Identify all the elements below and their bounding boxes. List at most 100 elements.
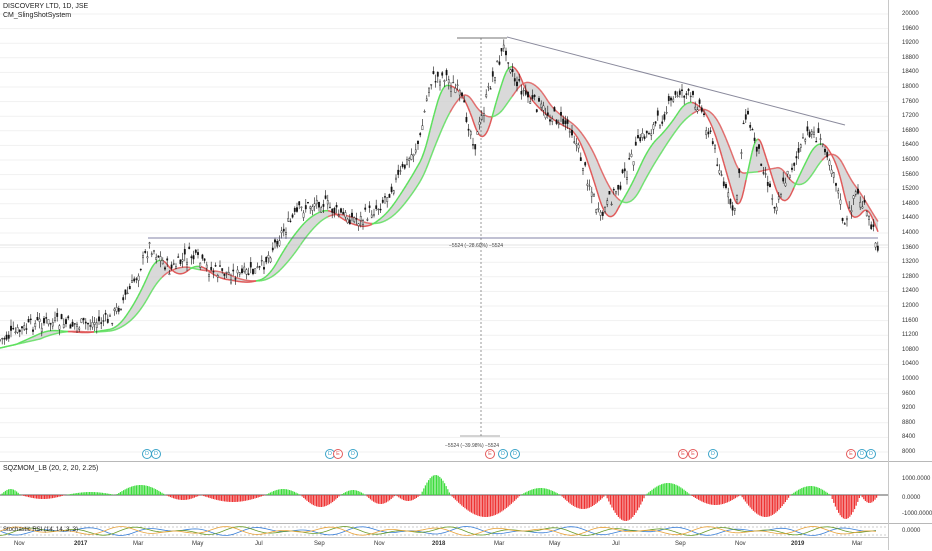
momentum-bar: [836, 495, 837, 510]
earnings-marker[interactable]: E: [485, 449, 495, 459]
momentum-bar: [261, 495, 262, 496]
momentum-bar: [238, 495, 239, 502]
candle-body: [244, 267, 245, 272]
time-axis-tick: Jul: [255, 541, 263, 547]
candle-body: [310, 207, 311, 209]
momentum-bar: [824, 491, 825, 495]
candle-body: [448, 80, 449, 83]
momentum-bar: [100, 493, 101, 495]
squeeze-momentum-canvas[interactable]: [0, 462, 888, 524]
candle-body: [510, 70, 511, 73]
momentum-bar: [531, 490, 532, 495]
momentum-bar: [840, 495, 841, 515]
candle-body: [580, 158, 581, 161]
momentum-bar: [305, 495, 306, 499]
momentum-bar: [406, 495, 407, 501]
candle-body: [312, 207, 313, 211]
candle-body: [206, 265, 207, 268]
momentum-bar: [425, 485, 426, 495]
earnings-marker[interactable]: E: [678, 449, 688, 459]
candle-body: [805, 140, 806, 142]
earnings-marker[interactable]: E: [846, 449, 856, 459]
momentum-bar: [546, 489, 547, 495]
momentum-bar: [809, 486, 810, 495]
slow-ema-segment: [118, 328, 120, 329]
price-chart-pane[interactable]: DISCOVERY LTD, 1D, JSE CM_SlingShotSyste…: [0, 0, 932, 461]
price-axis-tick: 10800: [902, 347, 919, 353]
momentum-bar: [384, 495, 385, 503]
momentum-bar: [552, 491, 553, 495]
candle-body: [679, 91, 680, 95]
candle-body: [263, 267, 264, 269]
squeeze-momentum-label[interactable]: SQZMOM_LB (20, 2, 20, 2.25): [3, 465, 98, 472]
momentum-bar: [586, 495, 587, 509]
earnings-marker[interactable]: E: [333, 449, 343, 459]
fast-ema-segment: [204, 268, 206, 269]
candle-body: [666, 112, 667, 113]
momentum-bar: [458, 495, 459, 503]
momentum-bar: [812, 486, 813, 495]
squeeze-momentum-pane[interactable]: SQZMOM_LB (20, 2, 20, 2.25): [0, 461, 932, 524]
momentum-bar: [291, 491, 292, 495]
momentum-bar: [733, 495, 734, 499]
candle-body: [798, 148, 799, 152]
momentum-bar: [579, 495, 580, 509]
stochastic-rsi-canvas[interactable]: [0, 524, 888, 538]
dividend-marker[interactable]: D: [708, 449, 718, 459]
indicator-label[interactable]: CM_SlingShotSystem: [3, 12, 71, 19]
price-axis-tick: 11600: [902, 318, 918, 324]
dividend-marker[interactable]: D: [151, 449, 161, 459]
candle-body: [32, 330, 33, 332]
time-axis-tick: Sep: [675, 541, 686, 547]
candle-body: [728, 193, 729, 197]
candle-body: [373, 214, 374, 215]
dividend-marker[interactable]: D: [510, 449, 520, 459]
candle-body: [367, 220, 368, 221]
candle-body: [631, 154, 632, 157]
price-axis-tick: 14800: [902, 201, 919, 207]
candle-body: [347, 219, 348, 223]
momentum-bar: [692, 495, 693, 496]
momentum-bar: [856, 495, 857, 506]
stochastic-rsi-label[interactable]: Stochastic RSI (14, 14, 3, 3): [3, 527, 78, 533]
symbol-title[interactable]: DISCOVERY LTD, 1D, JSE: [3, 3, 88, 10]
dividend-marker[interactable]: D: [348, 449, 358, 459]
candle-body: [741, 153, 742, 154]
dividend-marker[interactable]: D: [498, 449, 508, 459]
fast-ema-segment: [818, 144, 820, 145]
candle-body: [802, 137, 803, 138]
candle-body: [398, 170, 399, 175]
fast-ema-segment: [30, 337, 32, 338]
momentum-bar: [5, 491, 6, 495]
candle-body: [411, 155, 412, 160]
candle-body: [699, 100, 700, 104]
momentum-bar: [227, 495, 228, 502]
momentum-bar: [213, 495, 214, 499]
momentum-bar: [203, 495, 204, 496]
fast-ema-segment: [42, 332, 44, 333]
momentum-bar: [471, 495, 472, 513]
candle-body: [417, 141, 418, 144]
momentum-bar: [661, 484, 662, 495]
earnings-marker[interactable]: E: [688, 449, 698, 459]
momentum-bar: [405, 495, 406, 501]
momentum-bar: [13, 490, 14, 495]
candle-body: [175, 267, 176, 269]
candle-body: [171, 265, 172, 268]
momentum-bar: [526, 492, 527, 495]
momentum-bar: [651, 490, 652, 495]
stochastic-rsi-pane[interactable]: Stochastic RSI (14, 14, 3, 3): [0, 523, 932, 538]
dividend-marker[interactable]: D: [866, 449, 876, 459]
candle-body: [846, 218, 847, 220]
momentum-bar: [23, 495, 24, 496]
momentum-bar: [754, 495, 755, 512]
momentum-bar: [134, 486, 135, 495]
price-chart-canvas[interactable]: [0, 0, 888, 461]
momentum-bar: [142, 485, 143, 495]
candle-body: [8, 335, 9, 338]
momentum-bar: [743, 495, 744, 499]
momentum-bar: [571, 495, 572, 505]
candle-body: [684, 96, 685, 97]
momentum-bar: [202, 495, 203, 496]
slow-ema-segment: [238, 278, 240, 279]
